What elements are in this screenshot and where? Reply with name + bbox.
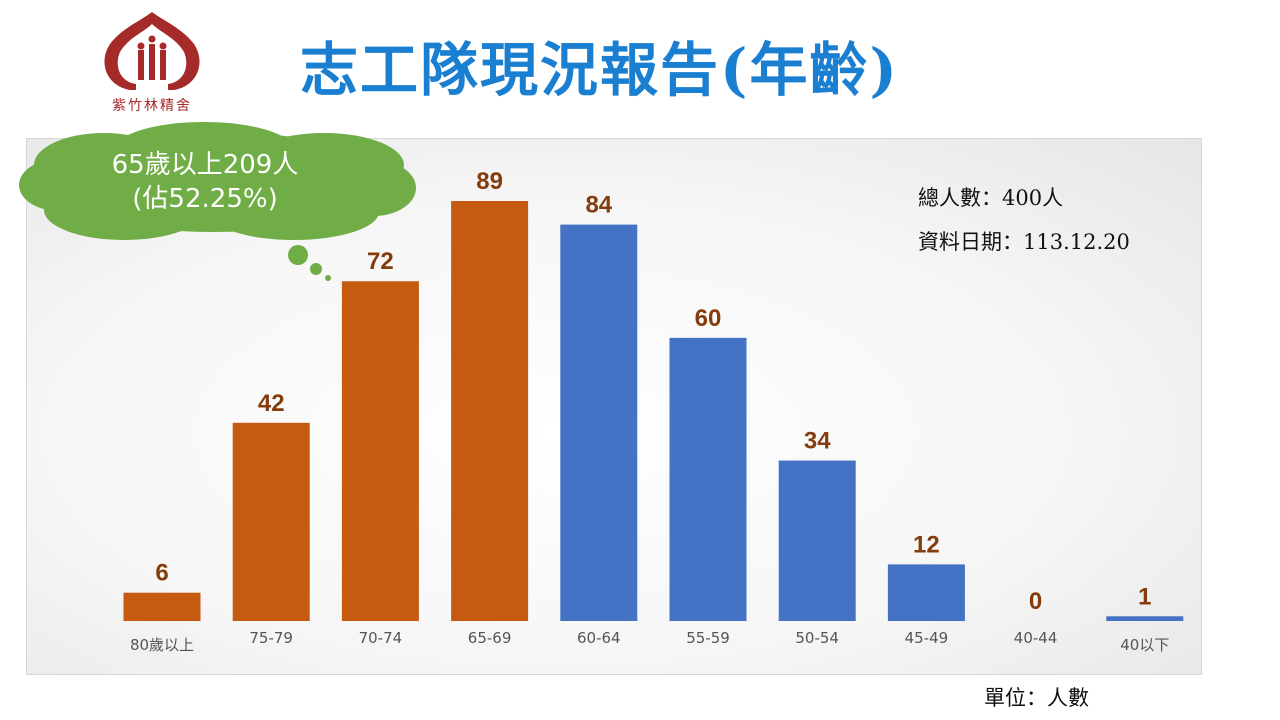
data-label: 1: [1138, 583, 1151, 610]
bar-60-64: [560, 224, 638, 621]
x-tick-label: 75-79: [249, 629, 293, 647]
data-label: 34: [804, 428, 831, 455]
x-tick-label: 70-74: [359, 629, 403, 647]
callout-line-1: 65歲以上209人: [111, 150, 299, 180]
data-label: 42: [258, 390, 285, 417]
x-tick-label: 80歲以上: [130, 636, 194, 654]
bar-70-74: [341, 281, 419, 621]
logo-dome-icon: [104, 12, 200, 90]
data-label: 6: [155, 560, 168, 587]
x-tick-label: 50-54: [795, 629, 839, 647]
x-tick-label: 60-64: [577, 629, 621, 647]
bar-50-54: [778, 460, 856, 621]
data-label: 0: [1029, 588, 1042, 615]
bar-55-59: [669, 337, 747, 621]
callout-line-2: (佔52.25%): [132, 184, 278, 214]
x-tick-label: 65-69: [468, 629, 512, 647]
logo-pillar-icon: [138, 50, 144, 80]
bar-45-49: [887, 564, 965, 621]
x-tick-label: 45-49: [905, 629, 949, 647]
data-label: 84: [585, 192, 612, 219]
logo: 紫竹林精舍: [104, 12, 200, 114]
data-date: 資料日期：113.12.20: [918, 230, 1130, 254]
unit-label: 單位：人數: [984, 686, 1089, 710]
logo-pillar-icon: [160, 50, 166, 80]
x-tick-label: 55-59: [686, 629, 730, 647]
callout-cloud: [19, 122, 416, 281]
data-label: 89: [476, 168, 503, 195]
x-tick-label: 40-44: [1014, 629, 1058, 647]
bar-40以下: [1106, 616, 1184, 621]
bar-65-69: [451, 201, 529, 621]
bar-80歲以上: [123, 592, 201, 621]
x-tick-label: 40以下: [1120, 636, 1169, 654]
logo-text: 紫竹林精舍: [112, 98, 192, 114]
total-count: 總人數：400人: [918, 186, 1064, 210]
bar-75-79: [232, 422, 310, 621]
callout-text: 65歲以上209人 (佔52.25%): [40, 148, 370, 216]
page-title: 志工隊現況報告(年齡): [300, 36, 899, 104]
logo-pillar-icon: [149, 44, 155, 80]
data-label: 72: [367, 248, 394, 275]
data-label: 12: [913, 531, 940, 558]
data-label: 60: [695, 305, 722, 332]
